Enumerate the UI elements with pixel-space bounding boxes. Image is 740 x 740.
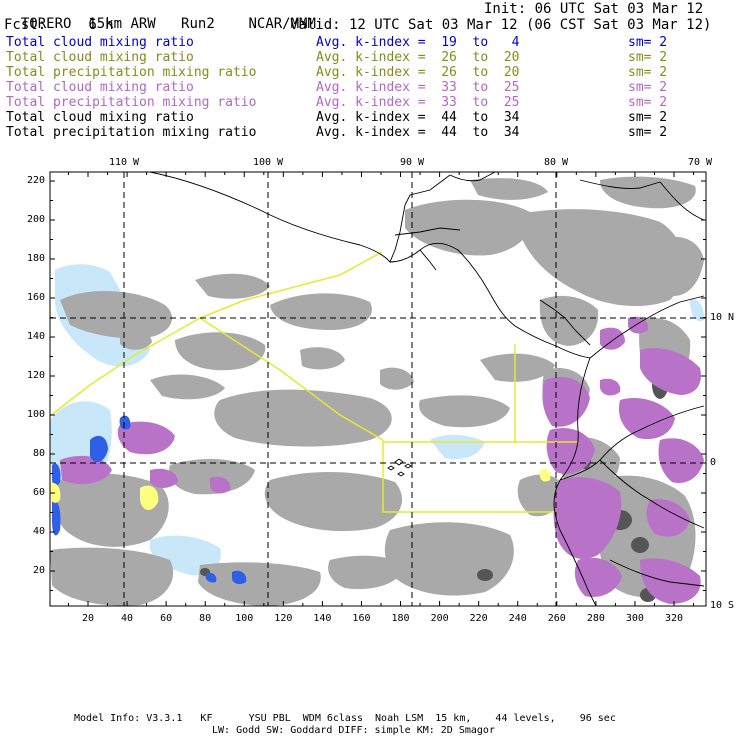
x-tick-label: 140: [313, 613, 332, 624]
org-label: NCAR/MMM: [248, 16, 316, 32]
legend-field-name: Total cloud mixing ratio: [6, 80, 194, 95]
y-tick-label: 200: [26, 214, 45, 225]
lat-lon-grid: [50, 172, 706, 606]
legend-smoothing: sm= 2: [628, 95, 668, 110]
legend-field-name: Total precipitation mixing ratio: [6, 65, 257, 80]
y-tick-label: 120: [26, 370, 45, 381]
x-tick-label: 260: [547, 613, 566, 624]
y-tick-label: 160: [26, 292, 45, 303]
longitude-label: 110 W: [108, 157, 140, 168]
purple-precip-shading: [60, 316, 704, 604]
y-tick-label: 220: [26, 175, 45, 186]
legend-kindex-range: Avg. k-index = 33 to 25: [316, 95, 520, 110]
x-tick-label: 100: [235, 613, 254, 624]
y-tick-label: 180: [26, 253, 45, 264]
y-tick-label: 80: [32, 448, 45, 459]
y-tick-label: 140: [26, 331, 45, 342]
model-info-line-1: Model Info: V3.3.1 KF YSU PBL WDM 6class…: [74, 713, 616, 724]
legend-smoothing: sm= 2: [628, 110, 668, 125]
x-tick-label: 200: [430, 613, 449, 624]
legend-kindex-range: Avg. k-index = 44 to 34: [316, 110, 520, 125]
model-info-line-2: LW: Godd SW: Goddard DIFF: simple KM: 2D…: [212, 725, 495, 736]
x-tick-label: 240: [508, 613, 527, 624]
x-tick-label: 280: [586, 613, 605, 624]
legend-kindex-range: Avg. k-index = 19 to 4: [316, 35, 520, 50]
legend-kindex-range: Avg. k-index = 33 to 25: [316, 80, 520, 95]
legend-smoothing: sm= 2: [628, 125, 668, 140]
legend-field-name: Total cloud mixing ratio: [6, 110, 194, 125]
legend-field-name: Total precipitation mixing ratio: [6, 95, 257, 110]
latitude-label: 10 S: [710, 600, 735, 611]
x-tick-label: 160: [352, 613, 371, 624]
run-label: Run2: [181, 16, 215, 32]
x-tick-label: 60: [160, 613, 173, 624]
valid-time: Valid: 12 UTC Sat 03 Mar 12 (06 CST Sat …: [290, 17, 712, 33]
legend-kindex-range: Avg. k-index = 44 to 34: [316, 125, 520, 140]
forecast-label: Fcst: 6 h: [4, 17, 114, 33]
y-tick-label: 40: [32, 526, 45, 537]
legend-kindex-range: Avg. k-index = 26 to 20: [316, 50, 520, 65]
y-tick-label: 20: [32, 565, 45, 576]
legend-field-name: Total cloud mixing ratio: [6, 50, 194, 65]
legend-smoothing: sm= 2: [628, 80, 668, 95]
blue-cloud-shading: [52, 415, 247, 585]
x-tick-label: 300: [625, 613, 644, 624]
y-tick-label: 60: [32, 487, 45, 498]
x-tick-label: 80: [199, 613, 212, 624]
latitude-label: 10 N: [710, 312, 735, 323]
latitude-label: 0: [710, 457, 717, 468]
longitude-label: 70 W: [687, 157, 713, 168]
longitude-label: 100 W: [252, 157, 284, 168]
x-tick-label: 120: [274, 613, 293, 624]
legend-kindex-range: Avg. k-index = 26 to 20: [316, 65, 520, 80]
coastlines: [149, 172, 705, 606]
x-tick-label: 40: [121, 613, 134, 624]
yellow-precip-shading: [50, 468, 551, 511]
legend-smoothing: sm= 2: [628, 50, 668, 65]
legend-smoothing: sm= 2: [628, 35, 668, 50]
forecast-hour: 6 h: [88, 17, 114, 33]
init-time: Init: 06 UTC Sat 03 Mar 12: [484, 1, 704, 17]
longitude-label: 80 W: [543, 157, 569, 168]
legend-smoothing: sm= 2: [628, 65, 668, 80]
legend-field-name: Total cloud mixing ratio: [6, 35, 194, 50]
legend-field-name: Total precipitation mixing ratio: [6, 125, 257, 140]
longitude-label: 90 W: [399, 157, 425, 168]
x-tick-label: 180: [391, 613, 410, 624]
y-tick-label: 100: [26, 409, 45, 420]
axis-ticks: [50, 172, 706, 606]
model-resolution: 15km ARW: [88, 16, 156, 32]
model-name: TORERO: [20, 16, 72, 32]
x-tick-label: 320: [664, 613, 684, 624]
x-tick-label: 220: [469, 613, 488, 624]
plot-frame: [49, 171, 707, 607]
x-tick-label: 20: [81, 613, 95, 624]
header-line-1: TORERO 15km ARW Run2 NCAR/MMM: [4, 2, 316, 32]
